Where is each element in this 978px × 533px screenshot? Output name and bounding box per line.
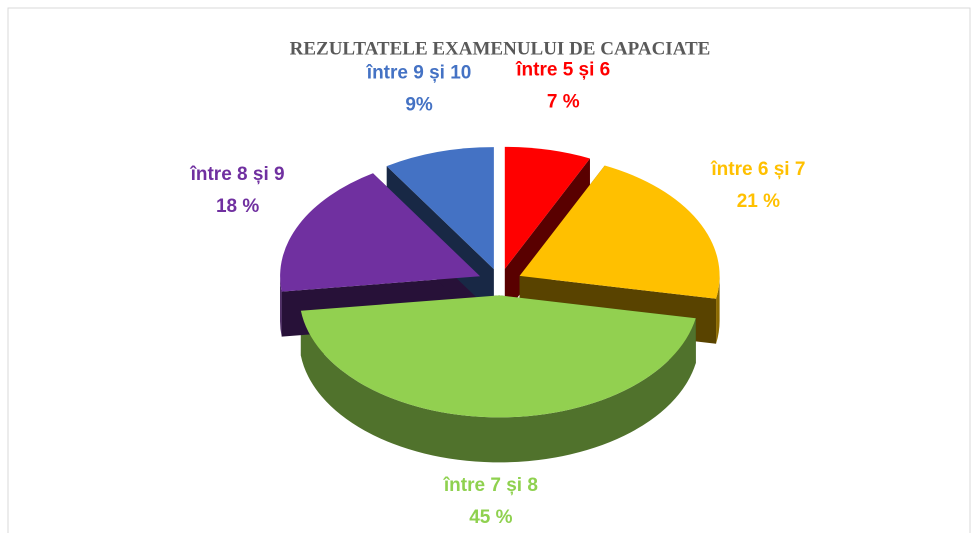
value-label: 9% [405,95,433,116]
slice [519,165,720,299]
category-label: între 6 și 7 [710,159,805,180]
category-label: între 8 și 9 [190,164,285,185]
slice [386,147,494,270]
value-label: 7 % [547,92,580,113]
category-label: între 9 și 10 [366,63,472,84]
slice-rim [280,276,282,337]
labels: între 5 și 6 7 % între 6 și 7 21 % între 7 ș… [190,60,806,528]
slice [280,173,481,292]
chart-title: REZULTATELE EXAMENULUI DE CAPACIATE [290,38,711,59]
value-label: 21 % [737,191,780,212]
chart-frame [7,7,971,533]
slice [504,146,590,269]
value-label: 45 % [469,507,512,528]
slice-rim [716,275,720,344]
slice-tops [280,146,720,418]
value-label: 18 % [216,196,259,217]
category-label: între 5 și 6 [515,60,610,81]
category-label: între 7 și 8 [443,475,538,496]
slice [300,295,696,418]
slice-rim [300,310,696,463]
